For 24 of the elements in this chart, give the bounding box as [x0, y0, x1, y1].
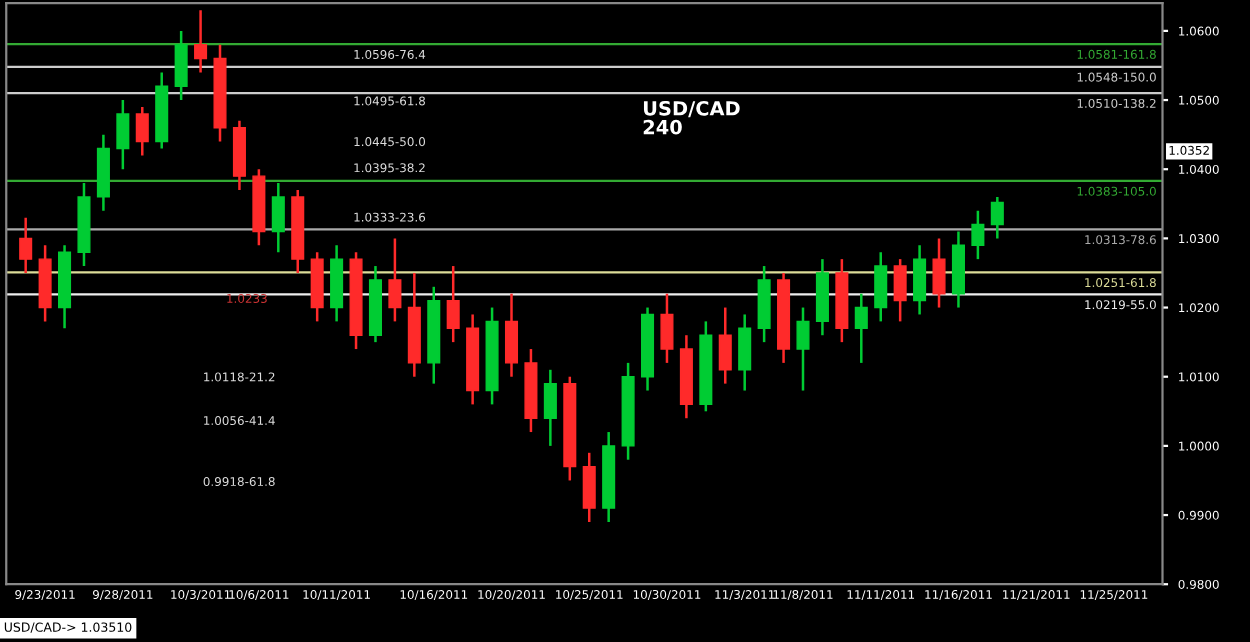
candlestick	[990, 195, 1004, 240]
text: USD/CAD	[643, 100, 740, 118]
candlestick	[19, 216, 33, 275]
candlestick	[116, 98, 130, 171]
candlestick	[738, 313, 752, 392]
candlestick	[932, 237, 946, 309]
candlestick	[854, 292, 868, 365]
candlestick	[718, 306, 732, 385]
candlestick	[135, 105, 149, 157]
candlestick	[660, 292, 674, 365]
candlestick	[194, 8, 208, 74]
candlestick	[174, 29, 188, 102]
candlestick	[971, 209, 985, 261]
candlestick	[796, 306, 810, 392]
candlestick	[504, 292, 519, 378]
text: 240	[643, 119, 682, 135]
candlestick	[893, 257, 907, 323]
candlestick	[543, 368, 557, 448]
candlestick	[582, 451, 596, 524]
candlestick	[446, 264, 460, 344]
candlestick	[271, 181, 285, 254]
candlestick	[388, 237, 402, 323]
candlestick	[874, 250, 888, 323]
candlestick	[913, 244, 927, 316]
